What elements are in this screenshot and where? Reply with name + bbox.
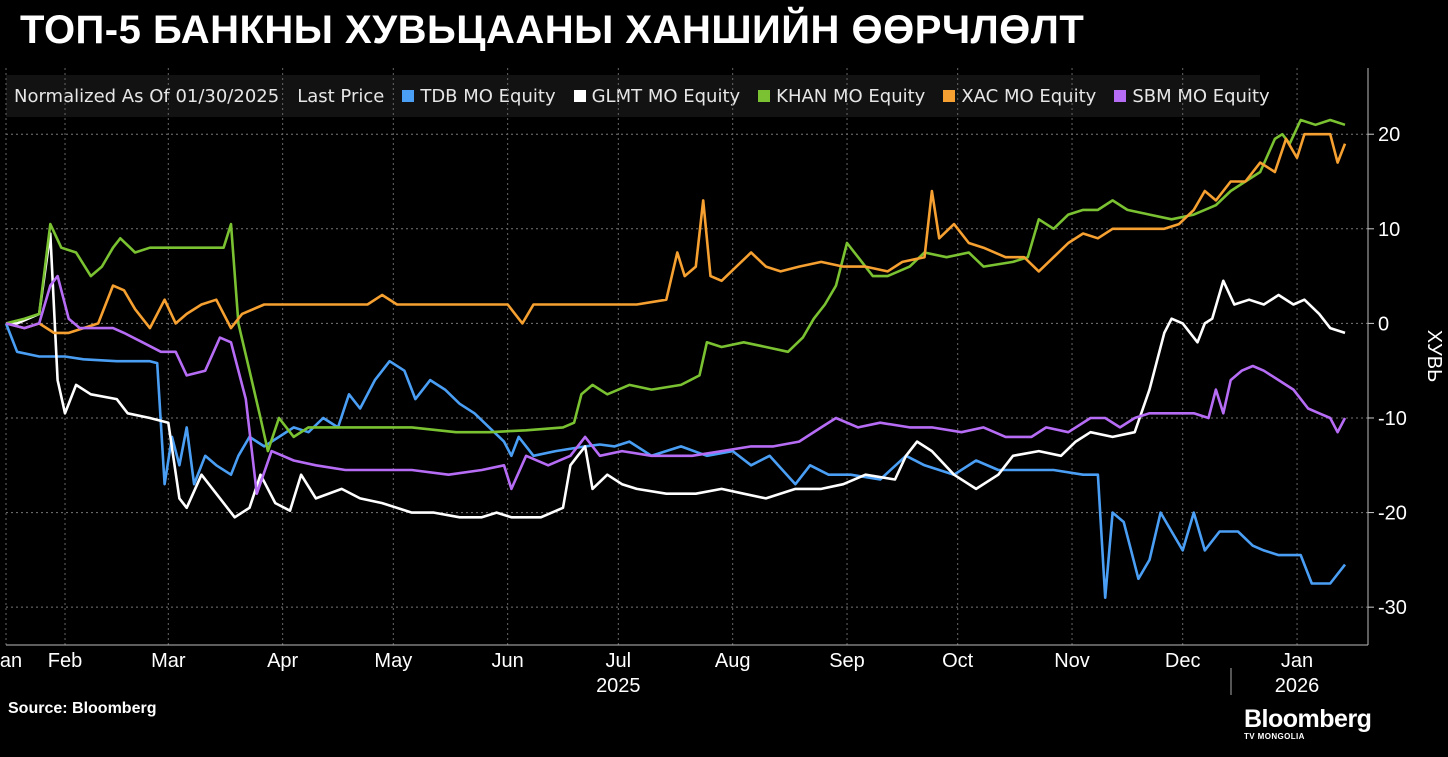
logo-brand: Bloomberg (1244, 705, 1372, 733)
x-tick-label: Aug (715, 650, 751, 672)
x-tick-label: Jun (492, 650, 524, 672)
y-tick-label: 20 (1378, 124, 1400, 146)
legend-swatch-sbm (1114, 90, 1127, 102)
chart-title: ТОП-5 БАНКНЫ ХУВЬЦААНЫ ХАНШИЙН ӨӨРЧЛӨЛТ (20, 8, 1085, 52)
x-tick-label: Jan (1281, 650, 1313, 672)
legend-swatch-xac (943, 90, 956, 102)
x-tick-label: Jul (606, 650, 632, 672)
x-tick-label: Jan (0, 650, 22, 672)
x-tick-label: Sep (829, 650, 865, 672)
x-tick-label: Mar (151, 650, 186, 672)
legend-label-xac: XAC MO Equity (961, 85, 1097, 107)
series-line-tdb (4, 322, 1347, 600)
y-tick-label: -20 (1378, 503, 1407, 525)
legend-item-tdb: TDB MO Equity (402, 85, 556, 107)
legend: Normalized As Of 01/30/2025 Last Price T… (6, 75, 1270, 117)
y-tick-label: -30 (1378, 597, 1407, 619)
source-note: Source: Bloomberg (8, 700, 157, 717)
y-tick-label: -10 (1378, 408, 1407, 430)
logo-sub: TV MONGOLIA (1244, 732, 1305, 741)
bloomberg-logo: Bloomberg TV MONGOLIA (1244, 705, 1372, 741)
legend-swatch-khan (758, 90, 771, 102)
y-tick-label: 10 (1378, 219, 1400, 241)
y-tick-label: 0 (1378, 313, 1389, 335)
x-year-label: 2026 (1275, 675, 1320, 697)
x-tick-label: Nov (1054, 650, 1090, 672)
legend-swatch-glmt (573, 90, 586, 102)
x-tick-label: Dec (1165, 650, 1201, 672)
series-line-khan (5, 118, 1346, 453)
series-line-glmt (6, 232, 1346, 519)
legend-item-sbm: SBM MO Equity (1114, 85, 1270, 107)
series-line-sbm (5, 274, 1347, 496)
legend-label-khan: KHAN MO Equity (776, 85, 926, 107)
x-tick-label: Feb (48, 650, 82, 672)
series-line-xac (5, 132, 1347, 335)
legend-label-tdb: TDB MO Equity (420, 85, 556, 107)
x-tick-label: May (374, 650, 412, 672)
legend-item-khan: KHAN MO Equity (758, 86, 925, 107)
legend-label-sbm: SBM MO Equity (1132, 85, 1270, 107)
x-tick-label: Apr (267, 650, 298, 672)
legend-item-xac: XAC MO Equity (943, 86, 1096, 107)
legend-label-glmt: GLMT MO Equity (591, 85, 741, 107)
y-axis-label: ХУВЬ (1423, 330, 1445, 383)
legend-normalized-label: Normalized As Of 01/30/2025 (14, 85, 280, 107)
x-tick-label: Oct (942, 650, 974, 672)
legend-last-price-label: Last Price (297, 85, 385, 107)
legend-swatch-tdb (402, 90, 415, 102)
x-year-label: 2025 (596, 675, 641, 697)
legend-item-glmt: GLMT MO Equity (573, 85, 741, 107)
